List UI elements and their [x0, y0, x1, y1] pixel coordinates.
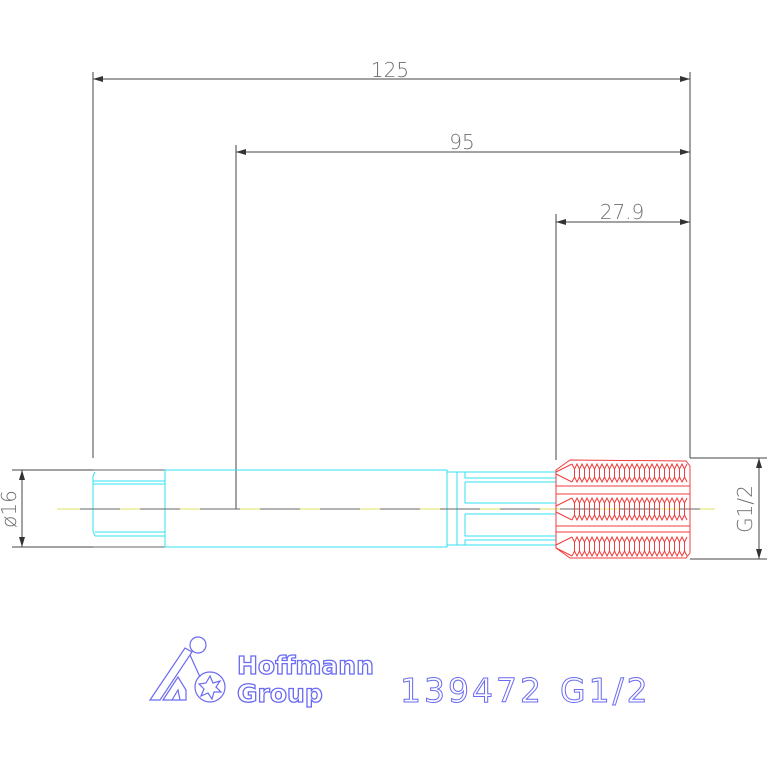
- dimension-125-label: 125: [371, 58, 409, 82]
- dimension-27-9: [555, 214, 690, 460]
- thread-flanks-1: [574, 503, 685, 515]
- dimension-95: [235, 145, 690, 509]
- dimension-125: [92, 72, 691, 458]
- thread-flanks-0: [574, 469, 685, 477]
- dimension-thread-size: [690, 457, 767, 560]
- thread-crest-0-top: [571, 462, 688, 471]
- dimension-diameter-label: ø16: [0, 490, 21, 528]
- thread-chamfer-0: [555, 463, 573, 483]
- hoffmann-group-logo: [148, 636, 226, 703]
- thread-crest-0-bottom: [571, 475, 688, 484]
- thread-flanks-2: [574, 542, 685, 551]
- dimension-27-9-label: 27.9: [600, 200, 645, 224]
- thread-outline: [555, 459, 691, 559]
- thread-crest-2-bottom: [571, 549, 688, 558]
- thread-designation: G1/2: [560, 671, 651, 710]
- thread-crest-2-top: [571, 535, 688, 544]
- thread-root-lines: [556, 485, 690, 533]
- dimension-thread-label: G1/2: [733, 485, 757, 533]
- thread-crest-1-bottom: [571, 513, 688, 522]
- logo-line2: Group: [237, 679, 323, 708]
- thread-crest-1-top: [571, 496, 688, 505]
- thread-chamfer-1: [555, 497, 573, 521]
- logo-line1: Hoffmann: [237, 651, 374, 680]
- thread-chamfer-2: [555, 536, 573, 557]
- article-number: 139472: [400, 671, 544, 710]
- dimension-95-label: 95: [449, 130, 474, 154]
- shank-end: [92, 469, 165, 548]
- thread-section: [555, 459, 691, 559]
